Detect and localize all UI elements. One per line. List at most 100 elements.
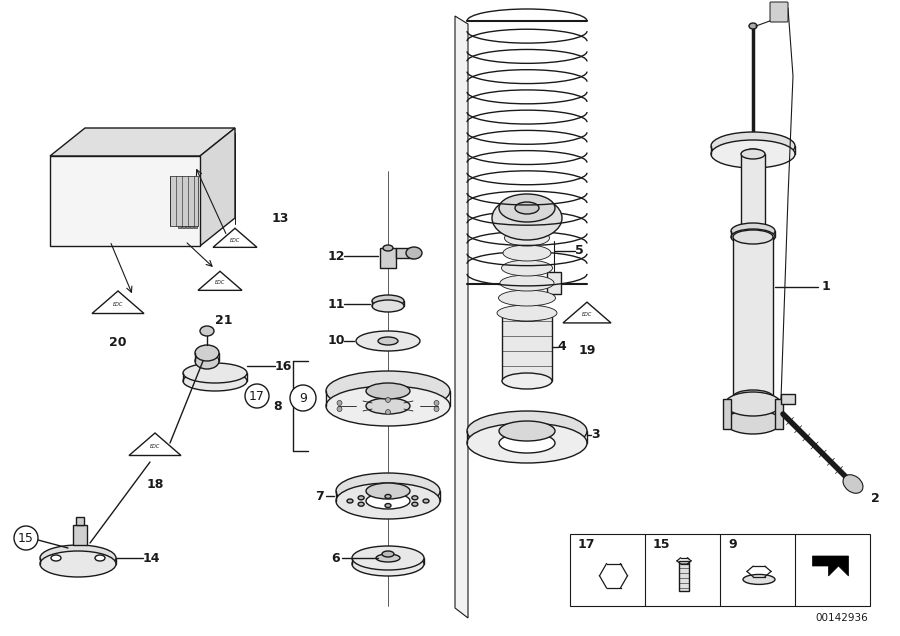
Ellipse shape: [382, 551, 394, 557]
Circle shape: [607, 569, 620, 583]
Text: 15: 15: [18, 532, 34, 544]
Text: 19: 19: [579, 345, 596, 357]
Ellipse shape: [743, 574, 775, 584]
Ellipse shape: [741, 226, 765, 236]
Ellipse shape: [358, 496, 365, 500]
Ellipse shape: [733, 230, 773, 244]
Ellipse shape: [502, 305, 552, 321]
Text: 17: 17: [249, 389, 265, 403]
Bar: [396, 248, 414, 258]
Ellipse shape: [195, 345, 219, 361]
Text: 4: 4: [558, 340, 566, 354]
Text: EDC: EDC: [215, 280, 225, 286]
Bar: [73, 525, 87, 545]
Ellipse shape: [51, 555, 61, 561]
Ellipse shape: [326, 386, 450, 426]
Ellipse shape: [711, 140, 795, 168]
FancyBboxPatch shape: [770, 2, 788, 22]
Ellipse shape: [843, 474, 863, 494]
Ellipse shape: [502, 373, 552, 389]
Ellipse shape: [743, 149, 763, 159]
Circle shape: [245, 384, 269, 408]
Bar: [182, 178, 185, 228]
Text: 12: 12: [328, 249, 345, 263]
Ellipse shape: [505, 230, 550, 246]
Polygon shape: [813, 556, 849, 576]
Ellipse shape: [358, 502, 365, 506]
Circle shape: [14, 526, 38, 550]
Text: 18: 18: [147, 478, 164, 490]
Circle shape: [680, 557, 688, 565]
Bar: [178, 178, 181, 228]
Ellipse shape: [95, 555, 105, 561]
Ellipse shape: [378, 337, 398, 345]
Text: 9: 9: [728, 537, 736, 551]
Ellipse shape: [376, 554, 400, 562]
Ellipse shape: [356, 331, 420, 351]
Ellipse shape: [366, 493, 410, 509]
Polygon shape: [563, 302, 611, 323]
Bar: [679, 561, 689, 591]
Text: EDC: EDC: [582, 312, 592, 317]
Ellipse shape: [741, 149, 765, 159]
Ellipse shape: [467, 411, 587, 451]
Ellipse shape: [336, 473, 440, 509]
Text: 8: 8: [274, 399, 283, 413]
Ellipse shape: [40, 551, 116, 577]
Bar: [170, 176, 198, 226]
Text: 5: 5: [574, 244, 583, 258]
Ellipse shape: [499, 290, 555, 306]
Bar: [502, 313, 552, 381]
Ellipse shape: [503, 245, 551, 261]
Ellipse shape: [352, 546, 424, 570]
Ellipse shape: [467, 423, 587, 463]
Circle shape: [434, 406, 439, 411]
Ellipse shape: [499, 433, 555, 453]
Ellipse shape: [412, 496, 418, 500]
Ellipse shape: [385, 504, 391, 508]
Polygon shape: [200, 128, 235, 246]
Text: 7: 7: [316, 490, 324, 502]
Bar: [741, 154, 765, 231]
Text: EDC: EDC: [112, 303, 123, 307]
Ellipse shape: [506, 215, 548, 231]
Ellipse shape: [499, 421, 555, 441]
Ellipse shape: [423, 499, 429, 503]
Polygon shape: [455, 16, 468, 618]
Ellipse shape: [711, 132, 795, 160]
Bar: [190, 178, 193, 228]
Ellipse shape: [497, 305, 557, 321]
Ellipse shape: [731, 223, 775, 239]
Ellipse shape: [749, 23, 757, 29]
Text: 20: 20: [109, 336, 127, 350]
Ellipse shape: [336, 483, 440, 519]
Ellipse shape: [183, 371, 247, 391]
Bar: [781, 394, 795, 404]
Text: 00142936: 00142936: [815, 613, 868, 623]
Circle shape: [434, 401, 439, 406]
Ellipse shape: [383, 245, 393, 251]
Ellipse shape: [200, 326, 214, 336]
Polygon shape: [129, 433, 181, 455]
Text: 2: 2: [870, 492, 879, 506]
Text: 13: 13: [271, 212, 289, 225]
Circle shape: [337, 401, 342, 406]
Bar: [380, 248, 396, 268]
Ellipse shape: [499, 194, 555, 222]
Ellipse shape: [366, 398, 410, 414]
Ellipse shape: [412, 502, 418, 506]
Ellipse shape: [183, 363, 247, 383]
Text: 1: 1: [822, 280, 831, 293]
Circle shape: [753, 565, 765, 577]
Ellipse shape: [326, 371, 450, 411]
Bar: [570, 534, 870, 606]
Text: 11: 11: [328, 298, 345, 310]
Ellipse shape: [731, 229, 775, 245]
Ellipse shape: [515, 202, 539, 214]
Ellipse shape: [492, 196, 562, 240]
Circle shape: [337, 406, 342, 411]
Ellipse shape: [501, 260, 553, 276]
Ellipse shape: [406, 247, 422, 259]
Ellipse shape: [347, 499, 353, 503]
Bar: [76, 517, 84, 525]
